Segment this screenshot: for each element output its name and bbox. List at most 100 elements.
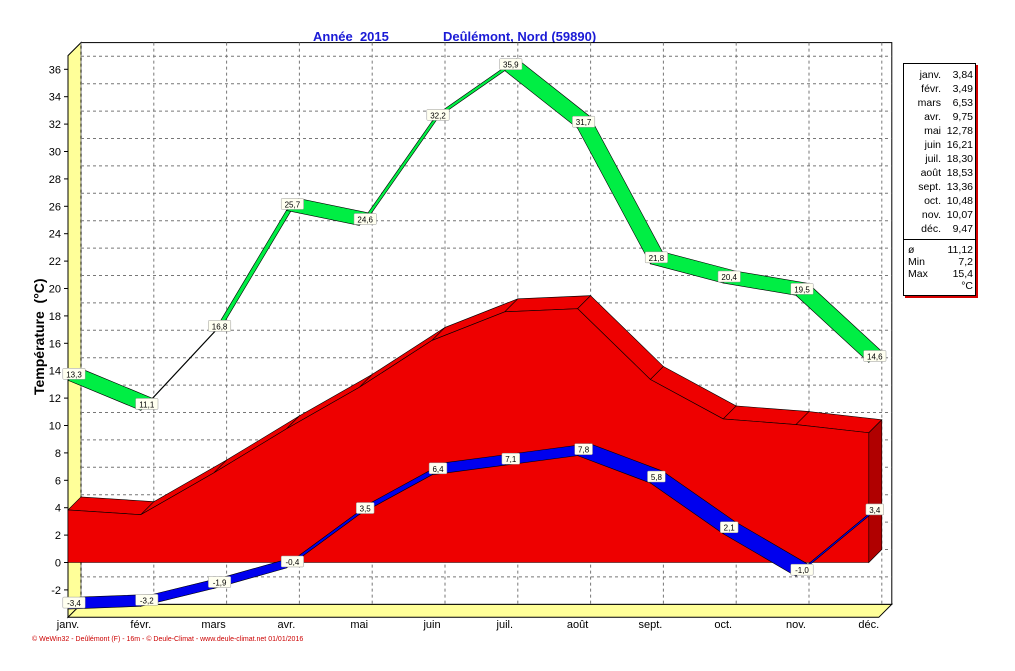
legend-max-label: Max <box>908 268 928 280</box>
legend-month-value: 13,36 <box>946 181 973 193</box>
legend-month-row: avr. 9,75 <box>904 110 975 124</box>
legend-month-row: mai 12,78 <box>904 124 975 138</box>
x-axis-ticks: janv. févr. mars avr. mai juin juil. août sept. o… <box>56 619 879 631</box>
legend-min-row: Min 7,2 <box>904 256 975 268</box>
x-tick-label: mars <box>201 619 226 631</box>
legend-month-label: févr. <box>921 83 941 95</box>
min-label-bg <box>62 596 86 609</box>
min-label: 5,8 <box>651 473 663 482</box>
max-label: 14,6 <box>867 352 883 361</box>
y-tick-label: 26 <box>49 201 61 213</box>
y-tick-label: 16 <box>49 338 61 350</box>
legend-month-row: juil. 18,30 <box>904 152 975 166</box>
min-label-bg <box>208 576 232 588</box>
max-label-bg <box>863 350 887 362</box>
x-tick-label: janv. <box>56 619 79 631</box>
chart-title-year: Année 2015 <box>313 29 389 44</box>
y-tick-label: 28 <box>49 174 61 186</box>
min-label: 6,4 <box>432 465 444 474</box>
legend-month-value: 10,48 <box>946 195 973 207</box>
x-tick-label: juil. <box>496 619 514 631</box>
max-label-bg <box>644 251 668 264</box>
max-label: 16,8 <box>212 322 228 331</box>
max-label-bg <box>135 398 159 410</box>
legend-month-label: juin <box>924 139 941 151</box>
min-label: 3,5 <box>360 505 372 514</box>
min-label-bg <box>280 555 304 568</box>
y-tick-label: 0 <box>55 558 61 570</box>
max-label-bg <box>208 320 232 332</box>
max-label-bg <box>353 213 377 225</box>
max-label-bg <box>790 283 814 295</box>
chart-series <box>67 58 883 610</box>
min-label: 3,4 <box>869 506 881 515</box>
legend-month-label: déc. <box>921 223 941 235</box>
max-label: 32,2 <box>430 111 446 120</box>
min-label-bg <box>356 502 375 514</box>
legend-min-value: 7,2 <box>958 256 973 268</box>
legend-month-row: mars 6,53 <box>904 96 975 110</box>
max-label: 11,1 <box>139 400 155 409</box>
min-label-bg <box>501 452 520 465</box>
min-label: 7,1 <box>505 455 517 464</box>
min-label: 2,1 <box>724 524 736 533</box>
min-label: -3,2 <box>140 596 154 605</box>
y-tick-label: 14 <box>49 366 61 378</box>
legend-month-value: 18,30 <box>946 153 973 165</box>
min-label: -1,0 <box>795 566 809 575</box>
max-label: 19,5 <box>794 285 810 294</box>
min-label-bg <box>135 594 159 606</box>
legend-month-row: déc. 9,47 <box>904 222 975 236</box>
legend-month-label: oct. <box>924 195 941 207</box>
legend-stats: ø 11,12 Min 7,2 Max 15,4 °C <box>904 240 975 292</box>
max-label: 21,8 <box>649 254 665 263</box>
legend-month-label: mars <box>917 97 941 109</box>
legend-month-value: 10,07 <box>946 209 973 221</box>
legend-month-label: avr. <box>924 111 941 123</box>
monthly-mean-legend: janv. 3,84 févr. 3,49 mars 6,53 avr. 9,75 mai 12,… <box>903 63 976 296</box>
min-label-bg <box>720 521 739 533</box>
legend-month-row: sept. 13,36 <box>904 180 975 194</box>
y-tick-label: 20 <box>49 284 61 296</box>
min-label: -1,9 <box>213 579 227 588</box>
legend-min-label: Min <box>908 256 925 268</box>
legend-month-row: juin 16,21 <box>904 138 975 152</box>
mean-area-front <box>67 308 870 563</box>
legend-month-row: août 18,53 <box>904 166 975 180</box>
x-tick-label: avr. <box>278 619 296 631</box>
x-tick-label: août <box>567 619 588 631</box>
legend-unit: °C <box>961 280 973 292</box>
legend-month-row: nov. 10,07 <box>904 208 975 222</box>
legend-max-value: 15,4 <box>952 268 973 280</box>
y-tick-label: 30 <box>49 147 61 159</box>
y-tick-label: 36 <box>49 64 61 76</box>
x-tick-label: nov. <box>786 619 806 631</box>
chart-title-location: Deûlémont, Nord (59890) <box>443 29 596 44</box>
min-label: -0,4 <box>286 558 300 567</box>
legend-avg-row: ø 11,12 <box>904 244 975 256</box>
max-label: 13,3 <box>66 370 82 379</box>
legend-month-value: 12,78 <box>946 125 973 137</box>
min-label: -3,4 <box>67 599 81 608</box>
max-label: 31,7 <box>576 118 592 127</box>
y-axis-label: Température (°C) <box>31 278 47 395</box>
legend-month-row: févr. 3,49 <box>904 82 975 96</box>
legend-month-label: août <box>920 167 941 179</box>
max-label-bg <box>426 109 450 121</box>
x-tick-label: sept. <box>638 619 662 631</box>
y-tick-label: 22 <box>49 256 61 268</box>
y-tick-label: 18 <box>49 311 61 323</box>
legend-month-list: janv. 3,84 févr. 3,49 mars 6,53 avr. 9,75 mai 12,… <box>904 64 975 236</box>
max-label-bg <box>62 368 86 380</box>
y-tick-label: 8 <box>55 448 61 460</box>
floor-wall <box>66 603 894 618</box>
legend-month-label: juil. <box>925 153 941 165</box>
min-label-bg <box>428 462 448 475</box>
mean-area-side <box>868 419 883 564</box>
legend-month-value: 9,75 <box>952 111 973 123</box>
data-labels: 13,3 11,1 16,8 25,7 24,6 32,2 35,9 31,7 21,8 20,4… <box>62 58 887 609</box>
max-label: 25,7 <box>285 200 301 209</box>
x-tick-label: juin <box>422 619 440 631</box>
min-label-bg <box>647 470 666 483</box>
